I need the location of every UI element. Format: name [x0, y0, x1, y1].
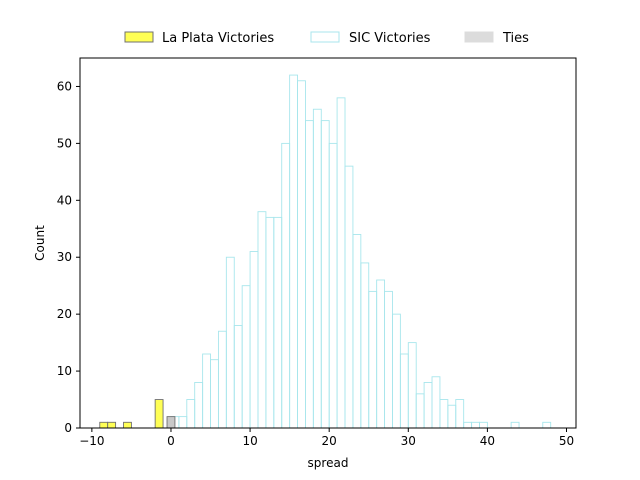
- legend-swatch-sic: [310, 31, 340, 43]
- y-tick-label-6: 60: [57, 79, 72, 93]
- bar-series-1-bin-9: [241, 285, 251, 429]
- bar-series-1-bin-1: [178, 416, 188, 429]
- bar-series-1-bin-14: [281, 142, 291, 429]
- bar-series-1-bin-16: [297, 80, 306, 429]
- x-tick-label-6: 50: [559, 434, 574, 448]
- bar-series-1-bin-6: [217, 330, 227, 429]
- bar-series-1-bin-8: [233, 325, 243, 429]
- bar-series-1-bin-37: [463, 421, 473, 429]
- bar-series-1-bin-24: [360, 262, 370, 429]
- x-tick-label-2: 10: [242, 434, 257, 448]
- legend: La Plata Victories SIC Victories Ties: [124, 31, 529, 46]
- bar-series-1-bin-15: [289, 74, 298, 429]
- y-tick-label-4: 40: [57, 193, 72, 207]
- y-tick-label-0: 0: [64, 421, 72, 435]
- bar-series-1-bin-12: [265, 216, 275, 429]
- bar-series-1-bin-3: [194, 382, 204, 429]
- bar-series-1-bin-7: [225, 256, 235, 429]
- bar-series-1-bin-29: [399, 353, 409, 429]
- bar-series-1-bin-11: [257, 211, 267, 429]
- bar-series-0-bin-2: [123, 421, 132, 429]
- bar-series-1-bin-21: [336, 97, 346, 429]
- bar-series-1-bin-28: [392, 313, 401, 429]
- bar-series-1-bin-13: [273, 216, 283, 429]
- bars-layer: [99, 74, 552, 429]
- bar-series-1-bin-26: [376, 279, 386, 429]
- bar-series-1-bin-30: [407, 342, 417, 429]
- y-axis-label: Count: [33, 225, 47, 261]
- bar-series-2-bin-0: [166, 416, 176, 429]
- x-tick-label-1: 0: [167, 434, 175, 448]
- plot-frame: [79, 57, 577, 429]
- bar-series-1-bin-32: [423, 382, 433, 429]
- bar-series-1-bin-34: [439, 399, 449, 429]
- legend-label-sic: SIC Victories: [349, 31, 431, 46]
- y-tick-label-2: 20: [57, 307, 72, 321]
- y-tick-label-1: 10: [57, 364, 72, 378]
- legend-swatch-ties: [464, 31, 494, 43]
- bar-series-1-bin-36: [455, 399, 465, 429]
- bar-series-1-bin-25: [368, 290, 378, 429]
- x-tick-label-0: −10: [79, 434, 104, 448]
- bar-series-1-bin-27: [384, 290, 393, 429]
- bar-series-1-bin-5: [210, 359, 219, 429]
- legend-label-ties: Ties: [502, 31, 529, 46]
- x-tick-label-4: 30: [401, 434, 416, 448]
- bar-series-0-bin-1: [107, 421, 117, 429]
- bar-series-1-bin-20: [328, 142, 338, 429]
- bar-series-1-bin-22: [344, 165, 354, 429]
- bar-series-1-bin-35: [447, 404, 457, 429]
- bar-series-1-bin-41: [542, 421, 552, 429]
- bar-series-1-bin-4: [202, 353, 211, 429]
- bar-series-1-bin-40: [510, 421, 520, 429]
- x-axis-ticks: −10 0 10 20 30 40 50: [79, 428, 574, 448]
- bar-series-1-bin-38: [471, 421, 480, 429]
- y-axis-ticks: 0 10 20 30 40 50 60: [57, 79, 80, 435]
- bar-series-1-bin-17: [305, 120, 314, 429]
- y-tick-label-5: 50: [57, 136, 72, 150]
- bar-series-1-bin-2: [186, 399, 196, 429]
- x-tick-label-3: 20: [322, 434, 337, 448]
- bar-series-0-bin-0: [99, 421, 109, 429]
- bar-series-0-bin-3: [154, 399, 164, 429]
- bar-series-1-bin-18: [312, 108, 322, 429]
- bar-series-1-bin-23: [352, 234, 362, 429]
- x-tick-label-5: 40: [480, 434, 495, 448]
- y-tick-label-3: 30: [57, 250, 72, 264]
- bar-series-1-bin-33: [431, 376, 441, 429]
- legend-label-la-plata: La Plata Victories: [162, 31, 274, 46]
- legend-swatch-la-plata: [124, 31, 154, 43]
- bar-series-1-bin-19: [320, 120, 330, 429]
- bar-series-1-bin-39: [479, 421, 488, 429]
- bar-series-1-bin-31: [415, 393, 425, 429]
- bar-series-1-bin-10: [249, 251, 259, 429]
- x-axis-label: spread: [308, 456, 349, 470]
